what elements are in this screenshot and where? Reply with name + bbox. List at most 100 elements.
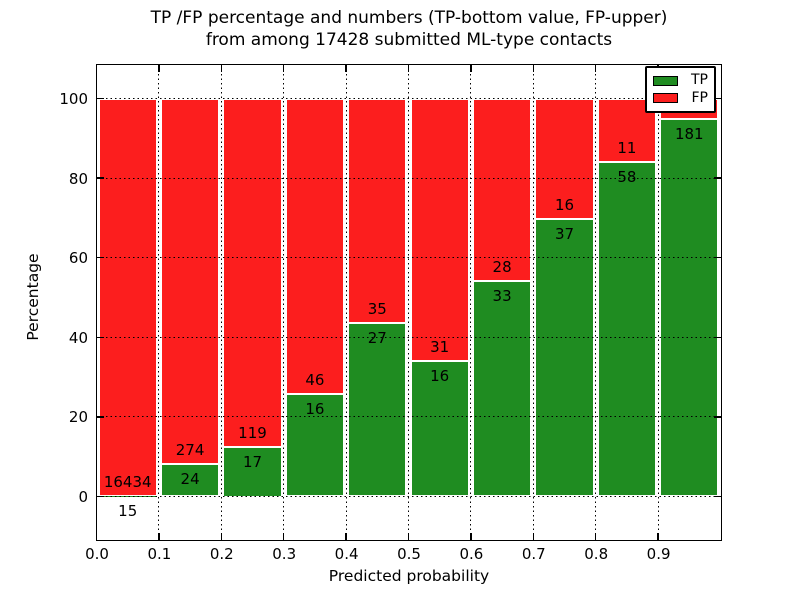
y-tick-right — [713, 495, 721, 498]
v-gridline — [657, 64, 659, 540]
bar-segment-fp — [98, 98, 157, 497]
v-gridline — [220, 64, 222, 540]
x-tick-label: 0.1 — [147, 545, 172, 563]
bar-count-label-tp: 58 — [617, 167, 637, 186]
plot-area: 16434 15 274 24 119 17 46 16 35 27 31 16 28 33 16 37 11 5… — [95, 63, 722, 541]
x-tick-label: 0.7 — [521, 545, 546, 563]
x-tick-top — [594, 64, 597, 72]
x-tick-label: 0.9 — [646, 545, 671, 563]
y-tick-left — [96, 256, 104, 259]
bar-segment-fp — [472, 98, 532, 282]
bar-segment-tp — [535, 218, 594, 497]
legend-label-tp: TP — [691, 72, 708, 89]
y-axis-label: Percentage — [24, 253, 42, 341]
bar-count-label-fp: 28 — [492, 258, 512, 277]
bar-count-label-tp: 17 — [242, 452, 263, 471]
x-tick-top — [532, 64, 535, 72]
legend: TP FP — [645, 66, 716, 113]
x-tick-bottom — [158, 532, 160, 540]
y-tick-label: 80 — [68, 169, 88, 188]
y-tick-label: 20 — [68, 408, 88, 427]
bar-segment-fp — [223, 98, 282, 447]
bar-count-label-fp: 31 — [430, 338, 450, 356]
y-tick-left — [96, 177, 104, 179]
chart-title-line2: from among 17428 submitted ML-type conta… — [205, 30, 613, 50]
bar-segment-fp — [285, 98, 345, 394]
y-tick-left — [96, 336, 104, 339]
x-tick-label: 0.3 — [272, 545, 297, 563]
x-tick-top — [220, 64, 223, 72]
bar-count-label-fp: 16 — [554, 195, 575, 214]
y-tick-right — [713, 177, 721, 179]
x-tick-label: 0.2 — [209, 545, 234, 563]
x-tick-top — [158, 64, 160, 72]
x-tick-bottom — [345, 532, 347, 540]
x-tick-top — [407, 64, 410, 72]
x-tick-label: 0.5 — [397, 545, 421, 563]
bar-segment-fp — [348, 98, 407, 324]
x-tick-label: 0.0 — [85, 545, 109, 563]
bar-segment-fp — [535, 98, 594, 219]
bar-segment-tp — [472, 281, 532, 497]
bar-count-label-fp: 46 — [305, 370, 325, 389]
x-tick-bottom — [407, 532, 410, 540]
y-tick-left — [96, 97, 104, 100]
x-tick-bottom — [532, 532, 535, 540]
bar-count-label-tp: 24 — [180, 470, 200, 489]
v-gridline — [532, 64, 534, 540]
legend-label-fp: FP — [691, 89, 709, 106]
v-gridline — [470, 64, 472, 540]
bar-count-label-tp: 181 — [674, 125, 704, 144]
x-tick-top — [345, 64, 347, 72]
v-gridline — [345, 64, 347, 540]
y-tick-right — [713, 336, 721, 339]
legend-entry-tp: TP — [653, 73, 708, 88]
bar-count-label-tp: 27 — [367, 329, 387, 348]
y-tick-label: 100 — [59, 90, 88, 108]
x-tick-label: 0.8 — [584, 545, 609, 563]
x-tick-top — [282, 64, 285, 72]
y-tick-left — [96, 495, 104, 498]
y-tick-left — [96, 416, 104, 418]
v-gridline — [158, 64, 160, 540]
v-gridline — [283, 64, 285, 540]
v-gridline — [595, 64, 597, 540]
bar-count-label-tp: 16 — [305, 399, 325, 418]
bar-count-label-tp: 16 — [430, 367, 450, 385]
bar-count-label-fp: 11 — [617, 138, 637, 157]
x-tick-top — [470, 64, 472, 72]
bar-segment-tp — [348, 323, 407, 497]
bar-count-label-tp: 15 — [118, 502, 138, 521]
x-tick-bottom — [594, 532, 597, 540]
bar-segment-tp — [597, 161, 657, 497]
bar-segment-tp — [410, 361, 469, 497]
y-tick-right — [713, 416, 721, 418]
bar-segment-tp — [285, 393, 345, 497]
bar-segment-tp — [223, 446, 282, 497]
bar-count-label-tp: 37 — [554, 224, 575, 243]
legend-swatch-fp-icon — [653, 93, 678, 104]
y-tick-label: 0 — [78, 488, 88, 506]
bar-segment-fp — [160, 98, 220, 465]
bar-count-label-fp: 16434 — [103, 473, 152, 492]
x-axis-label: Predicted probability — [328, 567, 490, 585]
legend-swatch-tp-icon — [653, 75, 678, 86]
y-tick-right — [713, 97, 721, 100]
y-tick-right — [713, 256, 721, 259]
v-gridline — [408, 64, 409, 540]
x-tick-bottom — [282, 532, 285, 540]
x-tick-bottom — [657, 532, 659, 540]
bar-count-label-fp: 274 — [175, 441, 205, 460]
bar-count-label-fp: 119 — [238, 423, 267, 442]
x-tick-label: 0.6 — [459, 545, 484, 563]
bar-segment-tp — [660, 119, 719, 497]
chart-title-line1: TP /FP percentage and numbers (TP-bottom… — [150, 8, 668, 28]
legend-entry-fp: FP — [653, 89, 709, 106]
y-tick-label: 40 — [68, 328, 88, 347]
bar-count-label-tp: 33 — [492, 287, 512, 306]
x-tick-bottom — [220, 532, 223, 540]
bar-segment-tp — [160, 464, 220, 497]
x-tick-label: 0.4 — [334, 545, 359, 563]
y-tick-label: 60 — [68, 249, 88, 268]
